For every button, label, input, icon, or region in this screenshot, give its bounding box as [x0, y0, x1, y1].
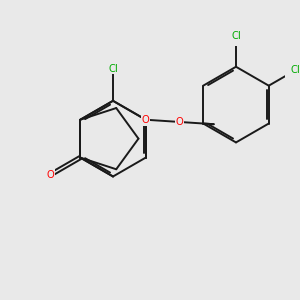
Text: Cl: Cl: [108, 64, 118, 74]
Text: O: O: [47, 169, 55, 180]
Text: O: O: [176, 117, 184, 127]
Text: Cl: Cl: [231, 31, 241, 41]
Text: O: O: [142, 115, 150, 125]
Text: Cl: Cl: [291, 65, 300, 75]
